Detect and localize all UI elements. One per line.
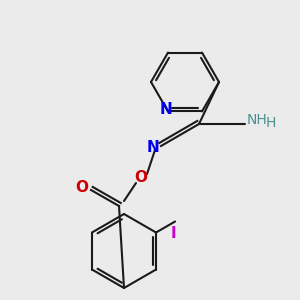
Text: H: H xyxy=(266,116,276,130)
Text: NH: NH xyxy=(247,113,268,127)
Text: N: N xyxy=(146,140,159,154)
Text: O: O xyxy=(134,170,148,185)
Text: O: O xyxy=(75,181,88,196)
Text: I: I xyxy=(170,226,176,242)
Text: N: N xyxy=(160,102,172,117)
